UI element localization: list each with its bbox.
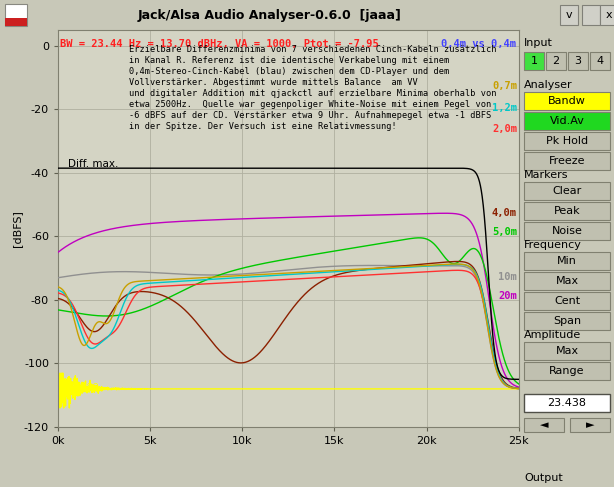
- Bar: [524, 92, 610, 110]
- Text: Frequency: Frequency: [524, 240, 582, 250]
- Bar: [524, 112, 610, 130]
- Text: Vid.Av: Vid.Av: [550, 116, 585, 126]
- Text: ◄: ◄: [540, 420, 548, 430]
- Bar: [582, 5, 600, 25]
- Text: 2: 2: [553, 56, 559, 66]
- Bar: [524, 252, 610, 270]
- Text: Bandw: Bandw: [548, 96, 586, 106]
- Bar: [524, 152, 610, 170]
- Text: Max: Max: [556, 276, 578, 286]
- Text: 1,2m: 1,2m: [492, 103, 517, 113]
- Bar: [524, 394, 610, 412]
- Text: Output: Output: [524, 473, 563, 483]
- Bar: [546, 52, 566, 70]
- Bar: [568, 52, 588, 70]
- Text: Jack/Alsa Audio Analyser-0.6.0  [jaaa]: Jack/Alsa Audio Analyser-0.6.0 [jaaa]: [138, 8, 402, 21]
- Text: ►: ►: [586, 420, 594, 430]
- Bar: [5, 18, 27, 26]
- Text: Range: Range: [550, 366, 585, 376]
- Text: 5,0m: 5,0m: [492, 226, 517, 237]
- Text: Input: Input: [524, 38, 553, 48]
- Text: 2,0m: 2,0m: [492, 125, 517, 134]
- Text: 0,7m: 0,7m: [492, 81, 517, 91]
- Text: 4,0m: 4,0m: [492, 208, 517, 218]
- Bar: [524, 52, 544, 70]
- Bar: [560, 5, 578, 25]
- Text: Min: Min: [557, 256, 577, 266]
- Text: 10m: 10m: [498, 272, 517, 282]
- Text: Pause: Pause: [68, 381, 99, 391]
- Text: v: v: [565, 10, 572, 20]
- Text: Pk Hold: Pk Hold: [546, 136, 588, 146]
- Bar: [524, 272, 610, 290]
- Text: Amplitude: Amplitude: [524, 330, 581, 340]
- Text: Diff. max.: Diff. max.: [68, 159, 119, 169]
- Text: Max: Max: [556, 346, 578, 356]
- Bar: [600, 5, 614, 25]
- Bar: [524, 312, 610, 330]
- Text: 3: 3: [575, 56, 581, 66]
- Text: Cent: Cent: [554, 296, 580, 306]
- Text: x: x: [605, 10, 612, 20]
- Text: Noise: Noise: [551, 226, 583, 236]
- Bar: [524, 202, 610, 220]
- Text: 20m: 20m: [498, 291, 517, 301]
- Text: Analyser: Analyser: [524, 80, 573, 90]
- Bar: [570, 418, 610, 432]
- Bar: [524, 418, 564, 432]
- Text: 1: 1: [530, 56, 537, 66]
- Text: BW = 23.44 Hz = 13.70 dBHz, VA = 1000, Ptot = -7.95: BW = 23.44 Hz = 13.70 dBHz, VA = 1000, P…: [60, 39, 379, 49]
- Text: Freeze: Freeze: [549, 156, 585, 166]
- Bar: [5, 4, 27, 26]
- Text: Span: Span: [553, 316, 581, 326]
- Bar: [590, 52, 610, 70]
- Bar: [524, 292, 610, 310]
- Y-axis label: [dBFS]: [dBFS]: [12, 210, 23, 247]
- Text: 23.438: 23.438: [548, 398, 586, 408]
- Text: Erzielbare Differenzminima von 7 verschiedenen Cinch-Kabeln zusätzlich
in Kanal : Erzielbare Differenzminima von 7 verschi…: [130, 45, 497, 131]
- Bar: [524, 182, 610, 200]
- Text: 0,4m vs 0,4m: 0,4m vs 0,4m: [441, 39, 516, 49]
- Bar: [524, 342, 610, 360]
- Bar: [524, 362, 610, 380]
- Bar: [524, 132, 610, 150]
- Text: Markers: Markers: [524, 170, 569, 180]
- Text: Clear: Clear: [553, 186, 581, 196]
- Text: 4: 4: [596, 56, 604, 66]
- Text: Peak: Peak: [554, 206, 580, 216]
- Bar: [524, 222, 610, 240]
